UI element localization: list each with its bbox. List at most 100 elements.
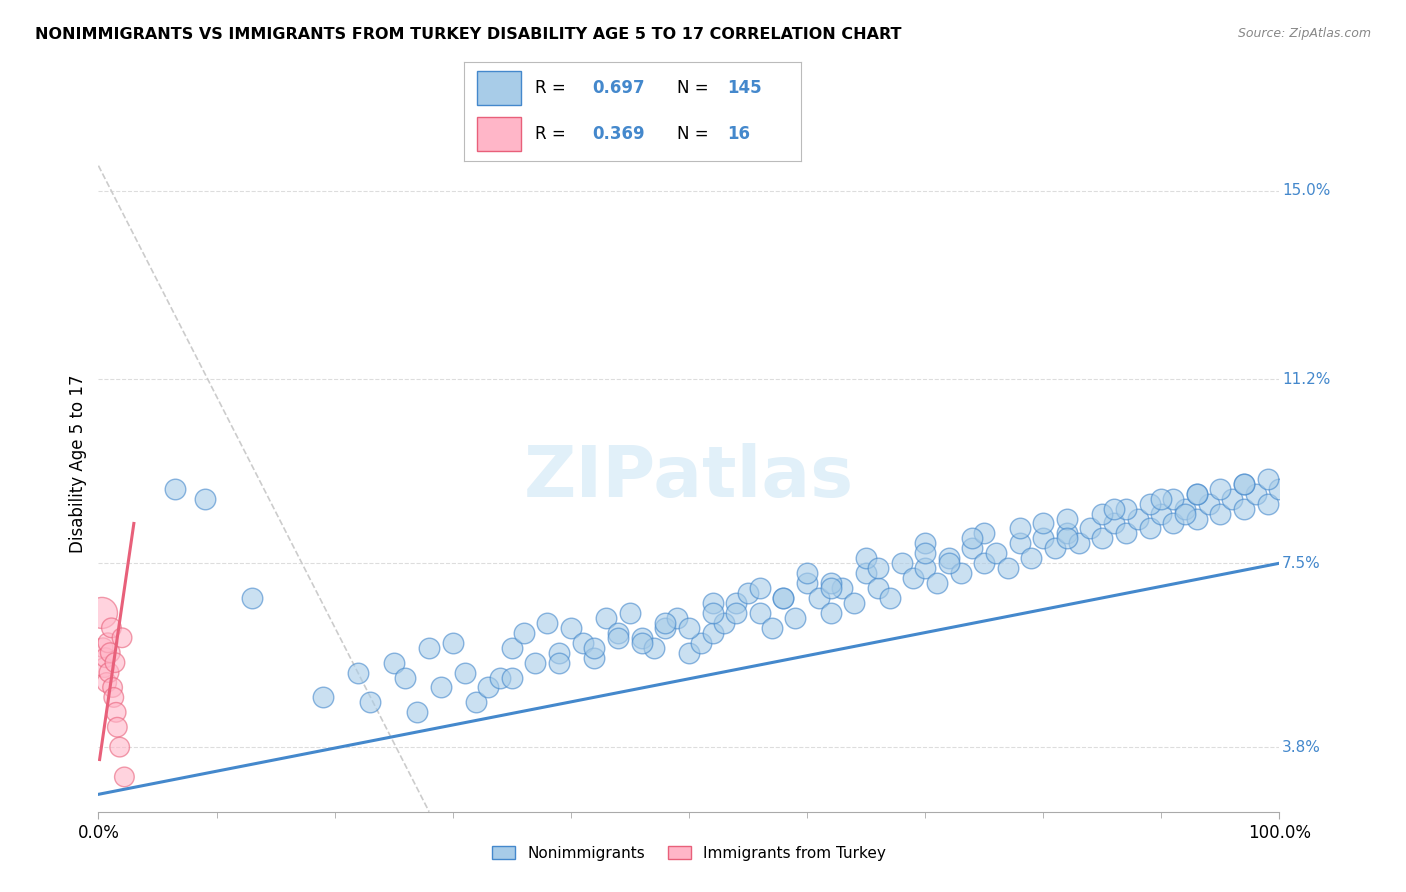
Point — [583, 640, 606, 655]
Text: 11.2%: 11.2% — [1282, 372, 1330, 387]
Point — [962, 532, 984, 546]
Point — [91, 606, 114, 620]
Point — [477, 681, 499, 695]
Point — [1185, 511, 1208, 525]
Point — [111, 631, 134, 645]
Point — [772, 591, 794, 605]
Point — [890, 556, 912, 570]
Point — [654, 615, 676, 630]
Point — [903, 571, 925, 585]
Point — [453, 665, 475, 680]
Point — [702, 596, 724, 610]
Point — [962, 541, 984, 556]
Text: 3.8%: 3.8% — [1282, 739, 1320, 755]
Text: ZIPatlas: ZIPatlas — [524, 443, 853, 512]
Point — [997, 561, 1019, 575]
Point — [866, 581, 889, 595]
Point — [772, 591, 794, 605]
Point — [1056, 532, 1078, 546]
Point — [1139, 497, 1161, 511]
Text: 15.0%: 15.0% — [1282, 183, 1330, 198]
Point — [1115, 526, 1137, 541]
Point — [394, 671, 416, 685]
Point — [1244, 486, 1267, 500]
Point — [112, 770, 135, 784]
Point — [1091, 507, 1114, 521]
Point — [1080, 521, 1102, 535]
Point — [1008, 536, 1031, 550]
Point — [501, 640, 523, 655]
Point — [607, 631, 630, 645]
Point — [666, 611, 689, 625]
Point — [1233, 476, 1256, 491]
Point — [1185, 486, 1208, 500]
Point — [938, 551, 960, 566]
Point — [105, 720, 128, 734]
Point — [104, 656, 127, 670]
Legend: Nonimmigrants, Immigrants from Turkey: Nonimmigrants, Immigrants from Turkey — [486, 839, 891, 867]
Point — [973, 526, 995, 541]
Point — [96, 675, 118, 690]
Point — [1150, 491, 1173, 506]
Point — [108, 740, 131, 755]
Point — [1067, 536, 1090, 550]
Text: N =: N = — [676, 79, 713, 97]
Point — [1102, 501, 1125, 516]
Point — [165, 482, 187, 496]
Point — [94, 650, 117, 665]
Point — [418, 640, 440, 655]
Point — [560, 621, 582, 635]
Point — [382, 656, 405, 670]
Point — [761, 621, 783, 635]
Point — [879, 591, 901, 605]
Point — [1115, 501, 1137, 516]
Point — [1174, 507, 1197, 521]
Point — [866, 561, 889, 575]
Text: 0.697: 0.697 — [592, 79, 645, 97]
Point — [820, 576, 842, 591]
Point — [501, 671, 523, 685]
Point — [571, 636, 593, 650]
Point — [844, 596, 866, 610]
Point — [359, 695, 381, 709]
Point — [796, 576, 818, 591]
Point — [1091, 532, 1114, 546]
Point — [1198, 497, 1220, 511]
Point — [925, 576, 948, 591]
Point — [689, 636, 711, 650]
Point — [607, 625, 630, 640]
Point — [855, 566, 877, 581]
Text: R =: R = — [534, 125, 571, 143]
Point — [654, 621, 676, 635]
Point — [1268, 482, 1291, 496]
Point — [630, 636, 652, 650]
Text: Source: ZipAtlas.com: Source: ZipAtlas.com — [1237, 27, 1371, 40]
Y-axis label: Disability Age 5 to 17: Disability Age 5 to 17 — [69, 375, 87, 553]
Point — [1150, 507, 1173, 521]
Text: 7.5%: 7.5% — [1282, 556, 1320, 571]
Point — [796, 566, 818, 581]
Point — [101, 681, 124, 695]
Point — [1139, 521, 1161, 535]
Point — [1257, 472, 1279, 486]
Point — [1185, 486, 1208, 500]
Point — [524, 656, 547, 670]
Point — [194, 491, 217, 506]
Point — [100, 621, 122, 635]
Point — [548, 656, 571, 670]
Point — [807, 591, 830, 605]
Point — [785, 611, 807, 625]
Point — [914, 536, 936, 550]
Point — [678, 646, 700, 660]
Point — [1209, 482, 1232, 496]
Point — [1056, 526, 1078, 541]
Point — [91, 640, 114, 655]
Point — [702, 606, 724, 620]
Point — [512, 625, 534, 640]
Bar — [478, 118, 522, 151]
Point — [93, 660, 115, 674]
Point — [713, 615, 735, 630]
Point — [103, 690, 125, 705]
Point — [1220, 491, 1243, 506]
Point — [855, 551, 877, 566]
